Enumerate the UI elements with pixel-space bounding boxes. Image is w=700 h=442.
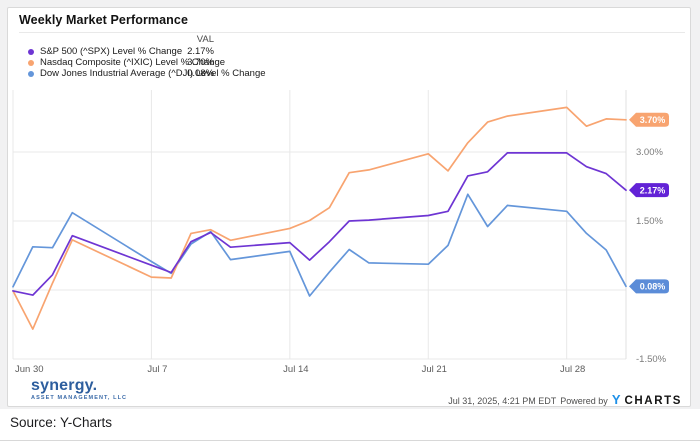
- ycharts-logo-y-icon: Y: [611, 392, 621, 407]
- synergy-logo: synergy. ASSET MANAGEMENT, LLC: [31, 378, 127, 402]
- value-badge-ixic: [629, 112, 669, 127]
- legend-value-spx: 2.17%: [187, 46, 214, 57]
- legend-value-ixic: 3.70%: [187, 57, 214, 68]
- timestamp: Jul 31, 2025, 4:21 PM EDT: [448, 396, 557, 406]
- ycharts-logo-wordmark: CHARTS: [624, 395, 682, 407]
- series-line-spx: [12, 152, 627, 296]
- gridlines: [12, 90, 627, 360]
- legend-label-dji: Dow Jones Industrial Average (^DJI) Leve…: [40, 68, 266, 79]
- value-badge-spx: [629, 183, 669, 198]
- spx-series-dot-icon: [28, 48, 34, 55]
- svg-text:Jun 30: Jun 30: [15, 364, 44, 375]
- chart-card: Weekly Market Performance VAL S&P 500 (^…: [7, 7, 691, 407]
- dji-series-dot-icon: [28, 70, 34, 77]
- value-badges: 2.17% 3.70% 0.08%: [629, 112, 669, 294]
- svg-text:3.70%: 3.70%: [640, 115, 666, 125]
- svg-text:2.17%: 2.17%: [640, 185, 666, 195]
- chart-title: Weekly Market Performance: [19, 13, 189, 27]
- legend-item-dji: Dow Jones Industrial Average (^DJI) Leve…: [28, 68, 266, 79]
- svg-text:Jul 28: Jul 28: [560, 364, 585, 375]
- legend-item-spx: S&P 500 (^SPX) Level % Change: [28, 46, 182, 57]
- value-badge-dji: [629, 279, 669, 294]
- y-axis-labels: 3.00% 1.50% -1.50%: [636, 147, 667, 365]
- synergy-logo-wordmark: synergy.: [31, 377, 98, 394]
- chart-attribution: Jul 31, 2025, 4:21 PM EDT Powered by Y C…: [448, 392, 682, 407]
- series-lines: [12, 106, 627, 330]
- svg-text:0.08%: 0.08%: [640, 282, 666, 292]
- svg-text:Jul 7: Jul 7: [147, 364, 167, 375]
- series-line-ixic: [12, 106, 627, 330]
- legend-val-header: VAL: [196, 34, 214, 45]
- series-line-dji: [12, 193, 627, 297]
- legend-label-spx: S&P 500 (^SPX) Level % Change: [40, 46, 183, 57]
- performance-line-chart: Jun 30 Jul 7 Jul 14 Jul 21 Jul 28 3.00% 1.50% -…: [12, 90, 669, 375]
- legend-label-ixic: Nasdaq Composite (^IXIC) Level % Change: [40, 57, 226, 68]
- svg-text:Jul 21: Jul 21: [422, 364, 447, 375]
- svg-text:1.50%: 1.50%: [636, 216, 663, 227]
- svg-text:Jul 14: Jul 14: [283, 364, 308, 375]
- svg-text:-1.50%: -1.50%: [636, 354, 667, 365]
- source-row: Source: Y-Charts: [0, 409, 700, 441]
- legend-value-dji: 0.08%: [187, 68, 214, 79]
- source-label: Source: Y-Charts: [10, 415, 113, 430]
- title-divider: [19, 32, 685, 33]
- svg-text:3.00%: 3.00%: [636, 147, 663, 158]
- powered-by-label: Powered by: [560, 396, 608, 406]
- ixic-series-dot-icon: [28, 59, 34, 66]
- legend-item-ixic: Nasdaq Composite (^IXIC) Level % Change: [28, 57, 225, 68]
- synergy-logo-subtext: ASSET MANAGEMENT, LLC: [31, 395, 128, 401]
- x-axis-labels: Jun 30 Jul 7 Jul 14 Jul 21 Jul 28: [15, 364, 585, 375]
